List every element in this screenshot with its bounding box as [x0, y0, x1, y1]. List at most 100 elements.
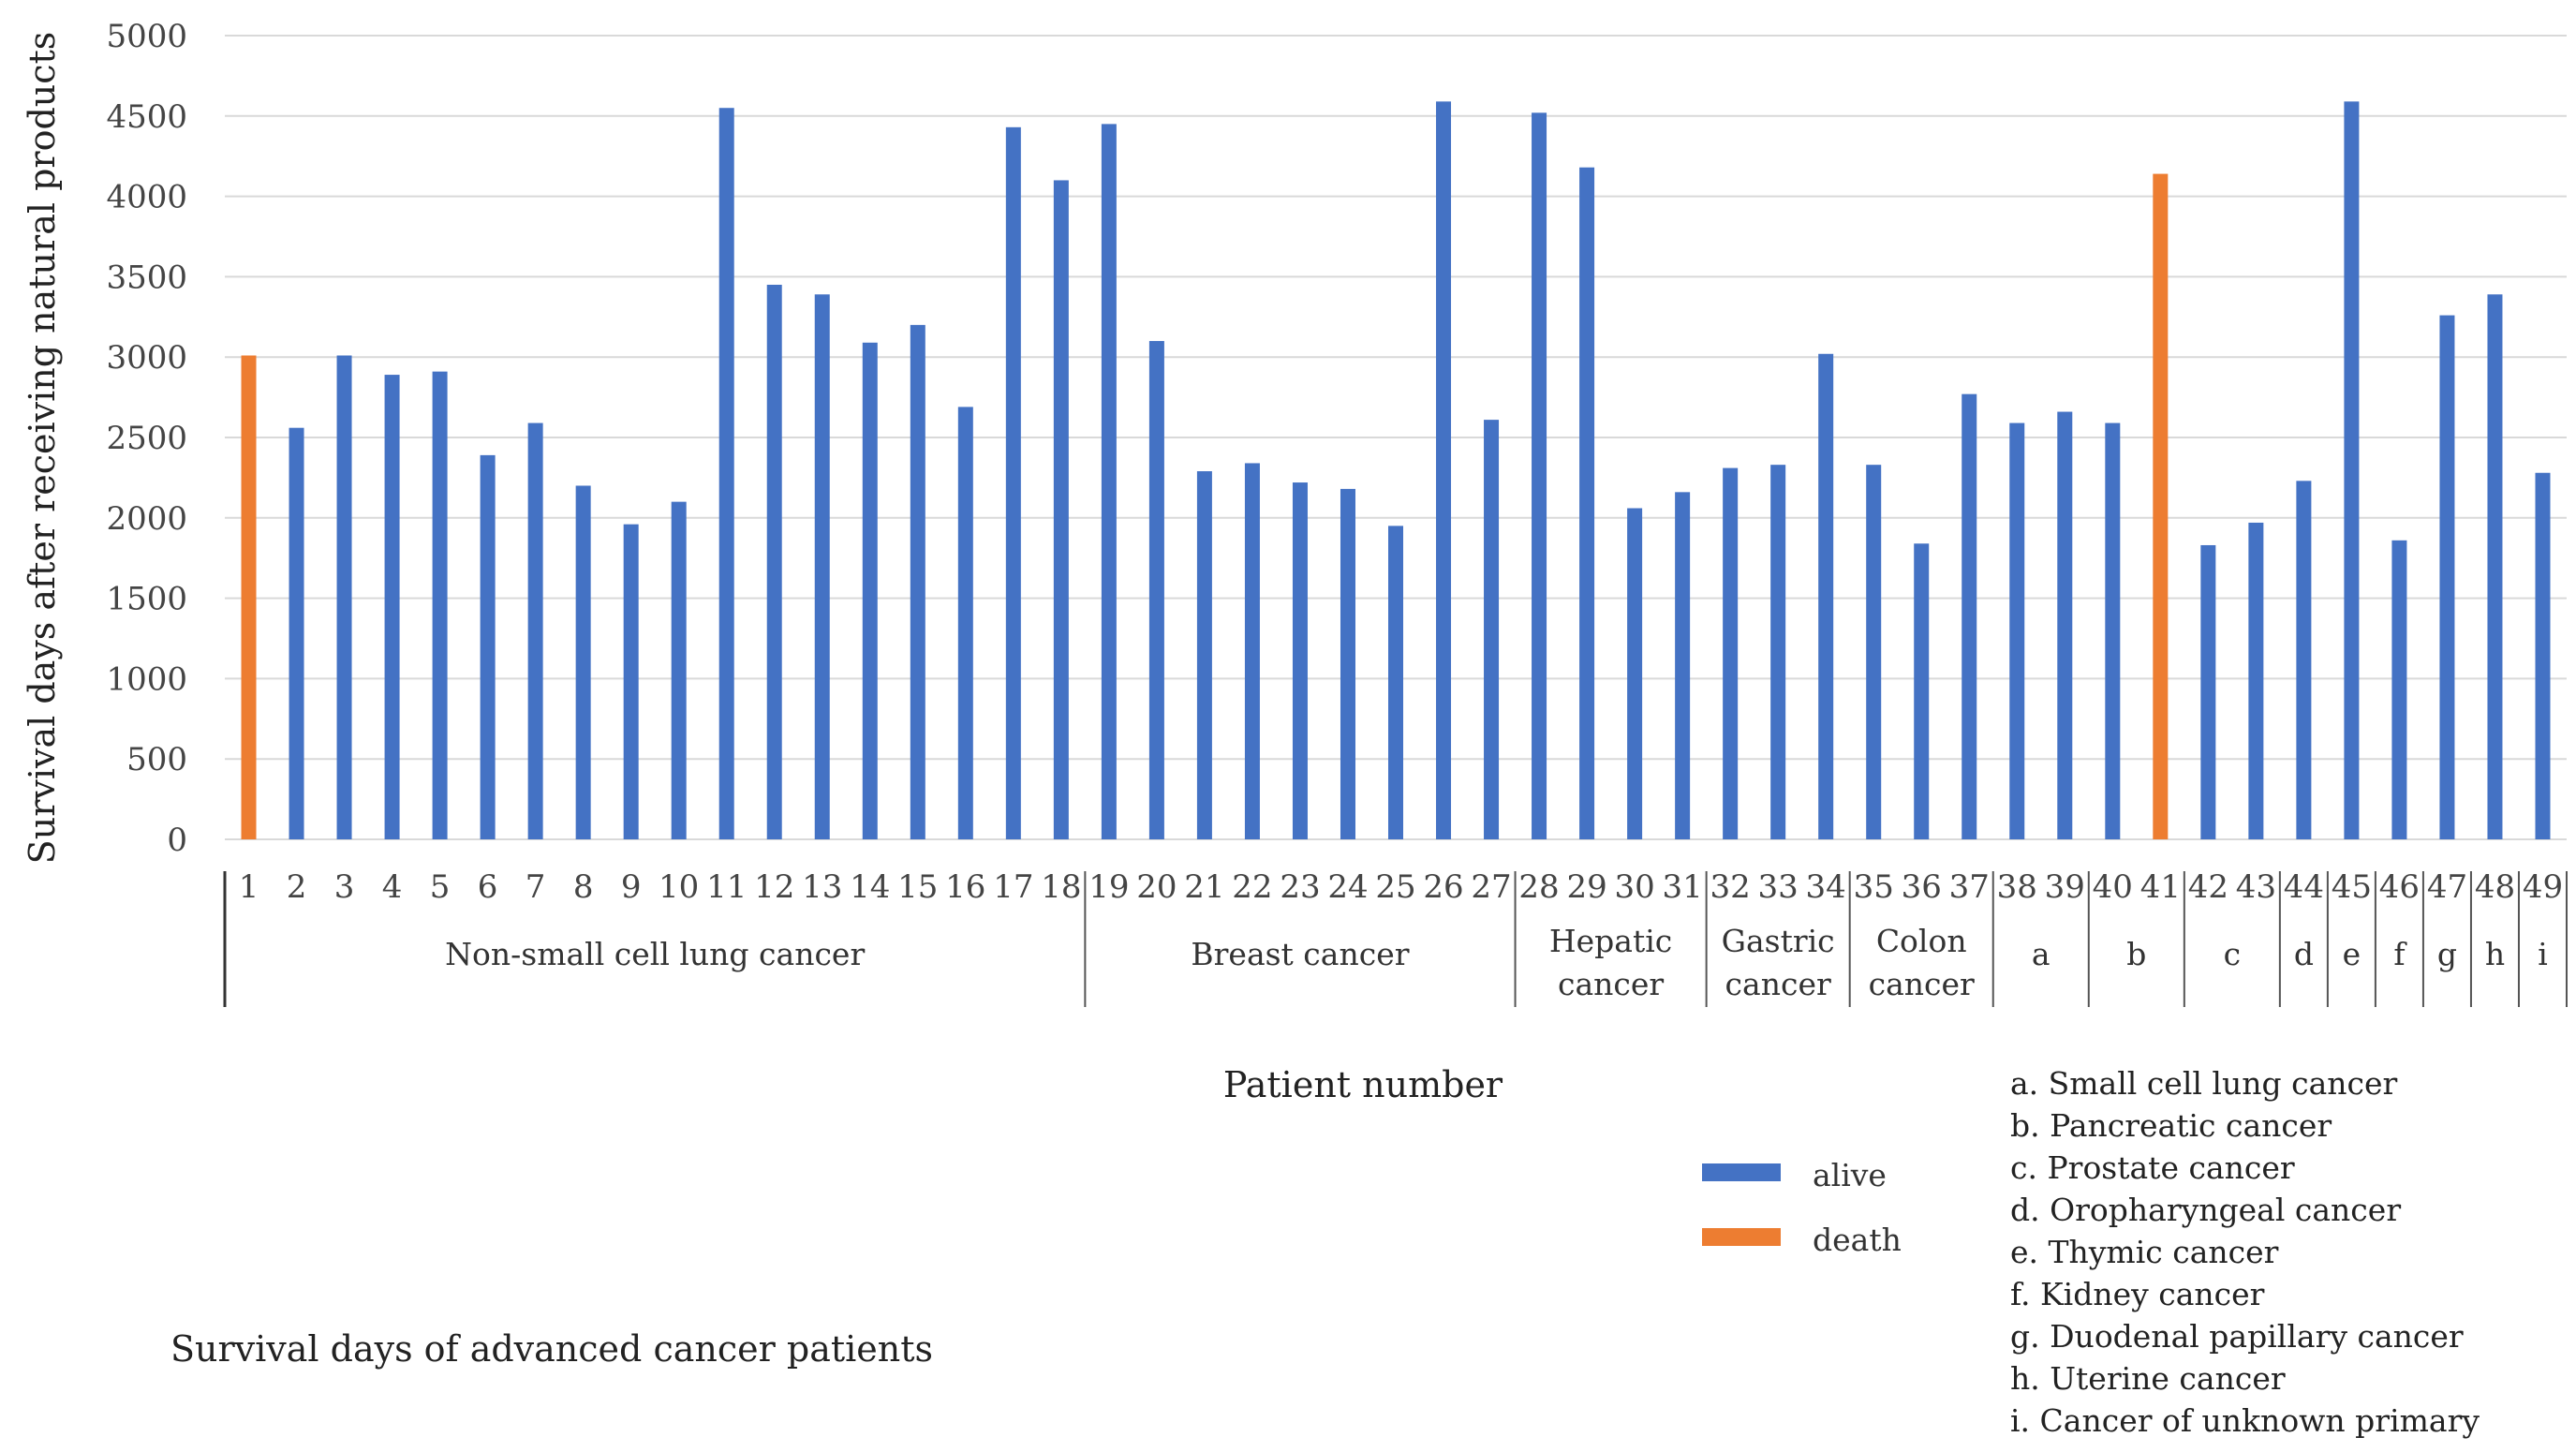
x-tick-label: 15 [897, 868, 938, 906]
x-tick-label: 41 [2140, 868, 2181, 906]
y-tick-label: 1000 [106, 660, 187, 698]
x-tick-label: 12 [754, 868, 794, 906]
bar-patient-2 [289, 427, 304, 839]
group-label: cancer [1869, 966, 1975, 1002]
y-tick-label: 2000 [106, 500, 187, 538]
group-label: Non-small cell lung cancer [445, 936, 865, 972]
note-item: b. Pancreatic cancer [2010, 1107, 2332, 1144]
bar-patient-3 [336, 355, 352, 839]
y-tick-label: 5000 [106, 18, 187, 55]
bar-patient-32 [1723, 467, 1739, 839]
bar-patient-42 [2200, 544, 2216, 839]
x-tick-label: 19 [1088, 868, 1129, 906]
bar-patient-24 [1340, 488, 1355, 839]
bar-patient-46 [2391, 540, 2407, 839]
x-tick-label: 35 [1854, 868, 1894, 906]
y-axis-ticks: 0 500 1000 1500 2000 2500 3000 3500 4000 4500 5000 [106, 18, 187, 859]
bar-patient-12 [766, 284, 782, 840]
bar-patient-4 [384, 375, 400, 839]
bar-patient-23 [1292, 482, 1308, 839]
bar-patient-18 [1053, 180, 1069, 839]
gridlines [225, 35, 2567, 840]
x-tick-label: 23 [1280, 868, 1320, 906]
x-tick-label: 46 [2379, 868, 2420, 906]
y-tick-label: 3000 [106, 339, 187, 377]
x-axis-ticks: 1 2 3 4 5 6 7 8 9 10 11 12 13 14 15 16 17 18 19 20 21 22 23 24 2… [239, 868, 2563, 906]
legend: alive death [1702, 1157, 1902, 1258]
note-item: h. Uterine cancer [2010, 1360, 2286, 1397]
x-tick-label: 27 [1471, 868, 1511, 906]
group-label: Colon [1876, 923, 1967, 959]
legend-label-alive: alive [1813, 1157, 1887, 1193]
group-label: b [2126, 936, 2146, 972]
y-tick-label: 4000 [106, 179, 187, 216]
bar-patient-11 [718, 108, 734, 840]
x-tick-label: 49 [2523, 868, 2563, 906]
x-tick-label: 1 [239, 868, 259, 906]
y-axis-title: Survival days after receiving natural pr… [22, 32, 63, 865]
x-tick-label: 26 [1423, 868, 1463, 906]
group-label: a [2032, 936, 2050, 972]
group-label: e [2343, 936, 2361, 972]
x-tick-label: 17 [993, 868, 1033, 906]
y-tick-label: 3500 [106, 259, 187, 296]
x-tick-label: 9 [621, 868, 642, 906]
x-tick-label: 6 [478, 868, 498, 906]
x-tick-label: 31 [1662, 868, 1702, 906]
x-tick-label: 42 [2188, 868, 2228, 906]
bar-patient-28 [1532, 112, 1547, 840]
legend-swatch-death [1702, 1228, 1781, 1246]
y-tick-label: 0 [167, 822, 187, 859]
x-tick-label: 20 [1136, 868, 1177, 906]
note-item: i. Cancer of unknown primary [2010, 1402, 2480, 1439]
bar-patient-25 [1388, 526, 1403, 839]
legend-swatch-alive [1702, 1163, 1781, 1181]
bar-patient-31 [1675, 492, 1691, 839]
bar-patient-30 [1627, 508, 1643, 839]
x-tick-label: 10 [659, 868, 699, 906]
group-label: g [2437, 936, 2457, 972]
bar-patient-47 [2439, 315, 2455, 840]
bar-patient-38 [2009, 422, 2025, 839]
bar-patient-1 [241, 355, 257, 839]
category-groups: Non-small cell lung cancer Breast cancer H… [223, 871, 2568, 1007]
bar-patient-14 [862, 342, 878, 840]
bar-patient-22 [1244, 463, 1260, 839]
bar-patient-39 [2057, 411, 2073, 839]
note-item: d. Oropharyngeal cancer [2010, 1192, 2401, 1228]
bar-patient-34 [1818, 353, 1834, 839]
bar-patient-9 [623, 524, 639, 839]
x-tick-label: 16 [945, 868, 985, 906]
group-label: Gastric [1722, 923, 1835, 959]
x-tick-label: 39 [2045, 868, 2085, 906]
bar-patient-36 [1914, 543, 1930, 839]
group-label: cancer [1725, 966, 1831, 1002]
bar-patient-21 [1196, 471, 1212, 839]
x-axis-title: Patient number [1223, 1064, 1503, 1105]
x-tick-label: 24 [1327, 868, 1368, 906]
bar-patient-8 [575, 485, 591, 839]
bar-patient-41 [2153, 173, 2169, 840]
bar-patient-6 [480, 454, 496, 839]
bar-patient-40 [2105, 422, 2121, 839]
x-tick-label: 22 [1232, 868, 1272, 906]
bar-patient-29 [1579, 167, 1595, 839]
bar-patient-44 [2296, 481, 2312, 839]
bar-patient-15 [910, 324, 925, 839]
x-tick-label: 11 [706, 868, 747, 906]
bars [241, 101, 2551, 840]
x-tick-label: 34 [1806, 868, 1846, 906]
x-tick-label: 18 [1041, 868, 1081, 906]
y-tick-label: 1500 [106, 581, 187, 618]
x-tick-label: 7 [526, 868, 546, 906]
note-item: e. Thymic cancer [2010, 1234, 2279, 1270]
bar-patient-16 [957, 407, 973, 839]
group-notes: a. Small cell lung cancer b. Pancreatic c… [2010, 1065, 2480, 1439]
x-tick-label: 5 [430, 868, 451, 906]
bar-patient-33 [1770, 465, 1786, 839]
x-tick-label: 44 [2284, 868, 2324, 906]
x-tick-label: 38 [1997, 868, 2037, 906]
bar-patient-26 [1436, 101, 1452, 839]
x-tick-label: 36 [1902, 868, 1942, 906]
